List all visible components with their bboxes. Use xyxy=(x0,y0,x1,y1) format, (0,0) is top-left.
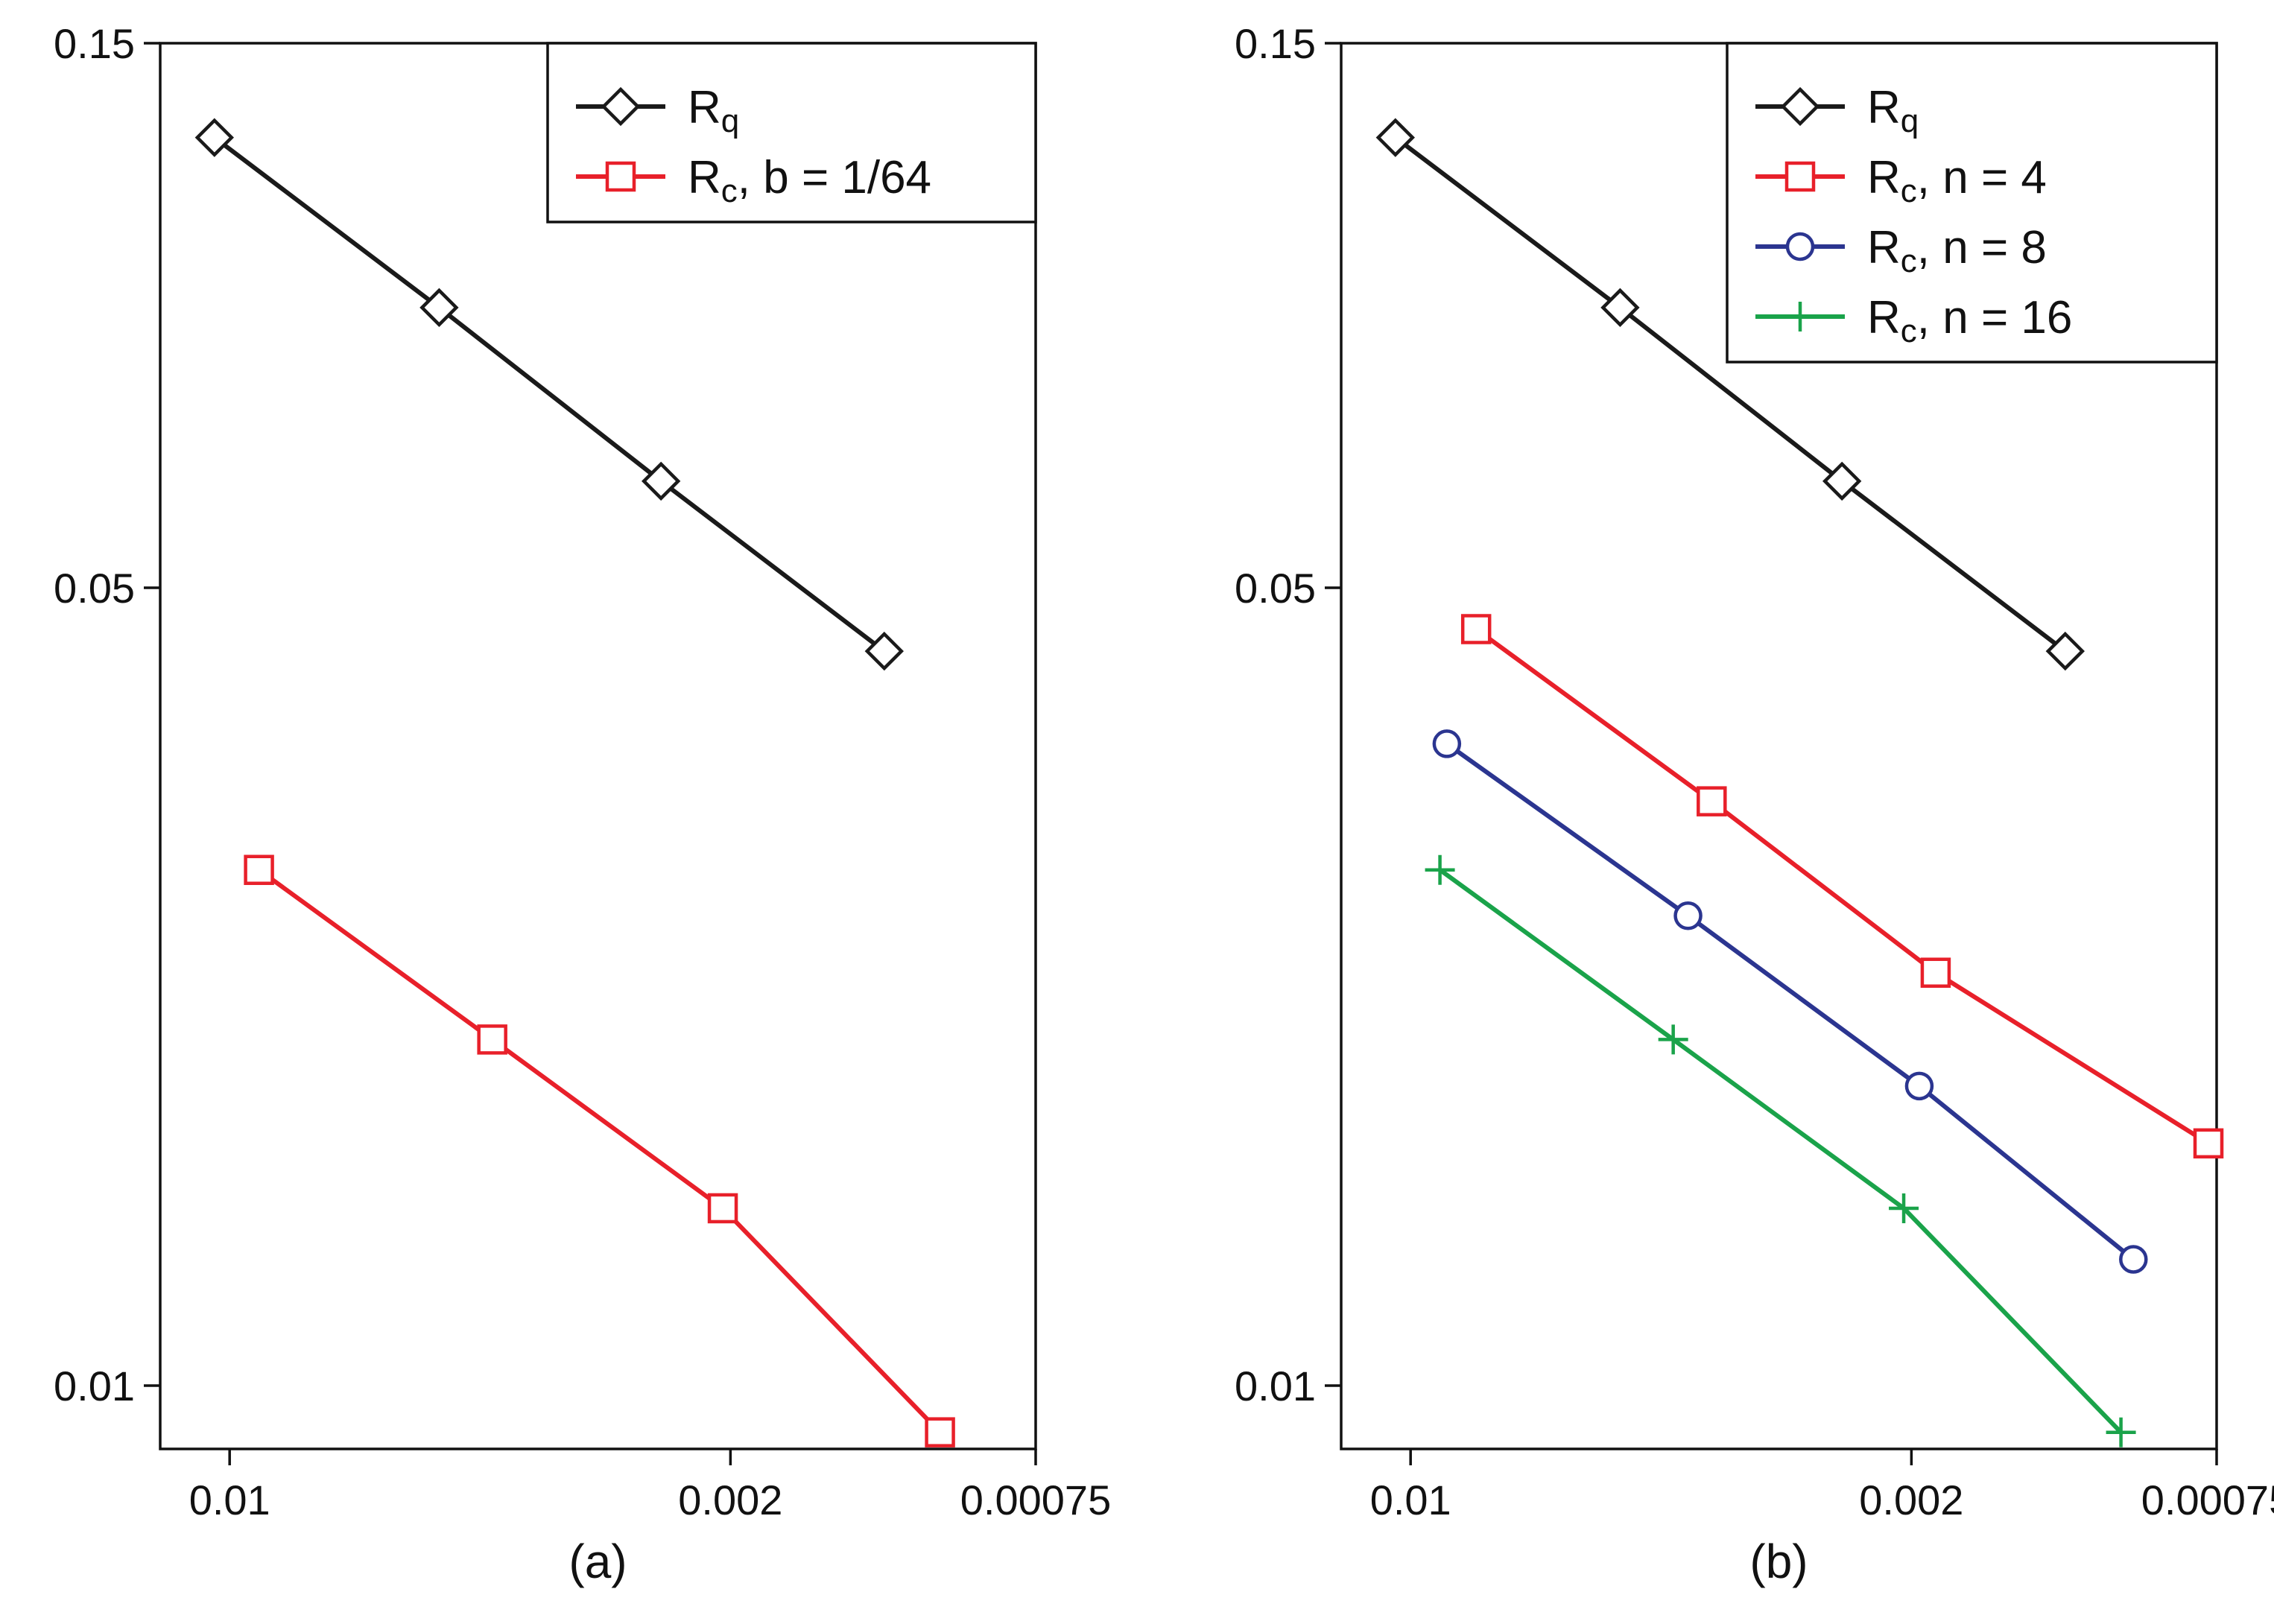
series-1 xyxy=(244,854,955,1447)
y-tick-label: 0.15 xyxy=(54,20,135,67)
legend-entry: Rc, b = 1/64 xyxy=(688,152,931,209)
series-line xyxy=(257,868,942,1434)
legend-entry: Rc, n = 8 xyxy=(1867,222,2047,279)
series-2 xyxy=(1432,729,2148,1274)
series-line xyxy=(1394,136,2067,653)
data-point xyxy=(2045,631,2085,671)
x-tick-label: 0.01 xyxy=(1370,1476,1451,1523)
panel-label: (b) xyxy=(1749,1535,1808,1588)
legend-box xyxy=(546,42,1037,223)
series-line xyxy=(1445,741,2135,1261)
data-point xyxy=(194,118,234,157)
x-tick-label: 0.01 xyxy=(189,1476,270,1523)
x-tick-label: 0.00075 xyxy=(2141,1476,2274,1523)
data-point xyxy=(1904,1071,1934,1101)
legend: Rq Rc, b = 1/64 xyxy=(546,42,1037,223)
data-point xyxy=(2119,1245,2148,1274)
data-point xyxy=(244,854,274,885)
data-point xyxy=(925,1417,955,1447)
data-point xyxy=(864,631,904,671)
panel-label: (a) xyxy=(568,1535,627,1588)
legend: Rq Rc, n = 4 Rc, n = 8 Rc, n = 16 xyxy=(1726,42,2218,364)
data-point xyxy=(1697,786,1727,816)
legend-marker xyxy=(1780,86,1820,127)
series-1 xyxy=(1460,614,2224,1159)
data-point xyxy=(1460,614,1492,644)
data-point xyxy=(477,1024,507,1055)
y-tick-label: 0.01 xyxy=(54,1363,135,1409)
x-tick-label: 0.002 xyxy=(1859,1476,1963,1523)
series-0 xyxy=(194,118,904,671)
legend-marker xyxy=(601,86,641,127)
data-point xyxy=(1920,957,1951,988)
legend-marker xyxy=(1784,161,1816,192)
data-point xyxy=(1425,854,1455,885)
y-tick-label: 0.15 xyxy=(1235,20,1316,67)
data-point xyxy=(2193,1128,2224,1159)
data-point xyxy=(1822,461,1862,501)
series-line xyxy=(213,136,886,653)
plot-frame xyxy=(159,42,1037,1450)
data-point xyxy=(1889,1193,1919,1223)
data-point xyxy=(1432,729,1462,758)
data-point xyxy=(1673,901,1703,930)
x-tick-label: 0.002 xyxy=(678,1476,782,1523)
legend-entry: Rq xyxy=(1867,82,1919,139)
y-tick-label: 0.05 xyxy=(54,565,135,612)
series-line xyxy=(1475,627,2210,1146)
data-point xyxy=(419,288,459,328)
series-3 xyxy=(1425,854,2136,1447)
chart-panel-a: 0.15 0.05 0.01 0.01 0.002 0.00075 Rq Rc, b = 1/… xyxy=(54,20,1111,1588)
data-point xyxy=(1658,1024,1688,1055)
x-tick-label: 0.00075 xyxy=(960,1476,1111,1523)
y-tick-label: 0.01 xyxy=(1235,1363,1316,1409)
legend-entry: Rc, n = 4 xyxy=(1867,152,2047,209)
legend-entry: Rq xyxy=(688,82,739,139)
y-tick-label: 0.05 xyxy=(1235,565,1316,612)
data-point xyxy=(1375,118,1415,157)
data-point xyxy=(707,1193,738,1224)
data-point xyxy=(2106,1417,2136,1447)
legend-marker xyxy=(605,161,636,192)
legend-entry: Rc, n = 16 xyxy=(1867,292,2072,349)
data-point xyxy=(641,461,681,501)
legend-marker xyxy=(1785,302,1815,332)
series-line xyxy=(1438,868,2123,1434)
legend-marker xyxy=(1785,232,1815,261)
series-0 xyxy=(1375,118,2085,671)
data-point xyxy=(1600,288,1640,328)
